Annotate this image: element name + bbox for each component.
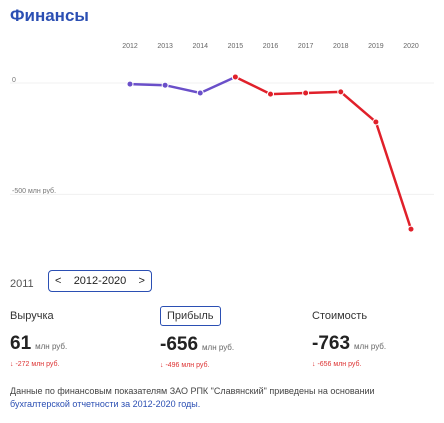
data-point: [161, 81, 169, 89]
range-label: 2012-2020: [73, 275, 127, 287]
data-point: [196, 89, 204, 97]
metric: Стоимость -763 млн руб. ↓ -656 млн руб.: [312, 306, 444, 368]
range-start[interactable]: 2011: [10, 278, 34, 290]
data-point: [231, 73, 239, 81]
metric-value-row: 61 млн руб.: [10, 333, 150, 355]
metric-unit: млн руб.: [354, 342, 387, 351]
x-tick-label: 2015: [228, 43, 244, 50]
data-point: [267, 90, 274, 98]
y-tick-label: -500 млн руб.: [12, 187, 56, 195]
x-tick-label: 2020: [403, 43, 419, 50]
metric: Выручка 61 млн руб. ↓ -272 млн руб.: [10, 306, 150, 368]
data-point: [372, 118, 380, 126]
x-tick-label: 2018: [333, 43, 349, 50]
metric-change: ↓ -496 млн руб.: [160, 362, 210, 369]
x-tick-label: 2012: [122, 43, 138, 50]
metric-tab[interactable]: Выручка: [10, 310, 54, 322]
x-tick-label: 2016: [263, 43, 279, 50]
footnote: Данные по финансовым показателям ЗАО РПК…: [10, 385, 434, 411]
metric: Прибыль -656 млн руб. ↓ -496 млн руб.: [160, 306, 300, 369]
metric-change: ↓ -656 млн руб.: [312, 361, 362, 368]
series-line: [234, 75, 413, 231]
x-tick-label: 2017: [298, 43, 314, 50]
metric-unit: млн руб.: [202, 343, 235, 352]
x-tick-label: 2019: [368, 43, 384, 50]
data-point: [337, 88, 345, 96]
data-point: [302, 89, 310, 97]
metric-value-row: -656 млн руб.: [160, 334, 300, 356]
data-point: [126, 80, 134, 88]
prev-button[interactable]: <: [55, 275, 62, 287]
metric-value-row: -763 млн руб.: [312, 333, 444, 355]
range-selector: < 2012-2020 >: [48, 270, 152, 292]
x-tick-label: 2013: [157, 43, 173, 50]
footnote-text: Данные по финансовым показателям ЗАО РПК…: [10, 386, 375, 396]
footnote-link[interactable]: бухгалтерской отчетности за 2012-2020 го…: [10, 399, 201, 409]
metric-value: -763: [312, 333, 351, 354]
metric-tab[interactable]: Прибыль: [160, 306, 221, 326]
data-point: [407, 225, 415, 233]
page-title: Финансы: [10, 6, 89, 25]
metric-unit: млн руб.: [35, 342, 68, 351]
metric-value: -656: [160, 334, 199, 355]
next-button[interactable]: >: [138, 275, 145, 287]
metric-change: ↓ -272 млн руб.: [10, 361, 60, 368]
metric-tab[interactable]: Стоимость: [312, 310, 368, 322]
metric-value: 61: [10, 333, 32, 354]
x-tick-label: 2014: [192, 43, 208, 50]
chart: 2012 2013 2014 2015 2016 2017 2018 2019 2020 0 -50…: [10, 43, 434, 233]
series-line: [128, 75, 237, 95]
y-tick-label: 0: [12, 77, 16, 84]
